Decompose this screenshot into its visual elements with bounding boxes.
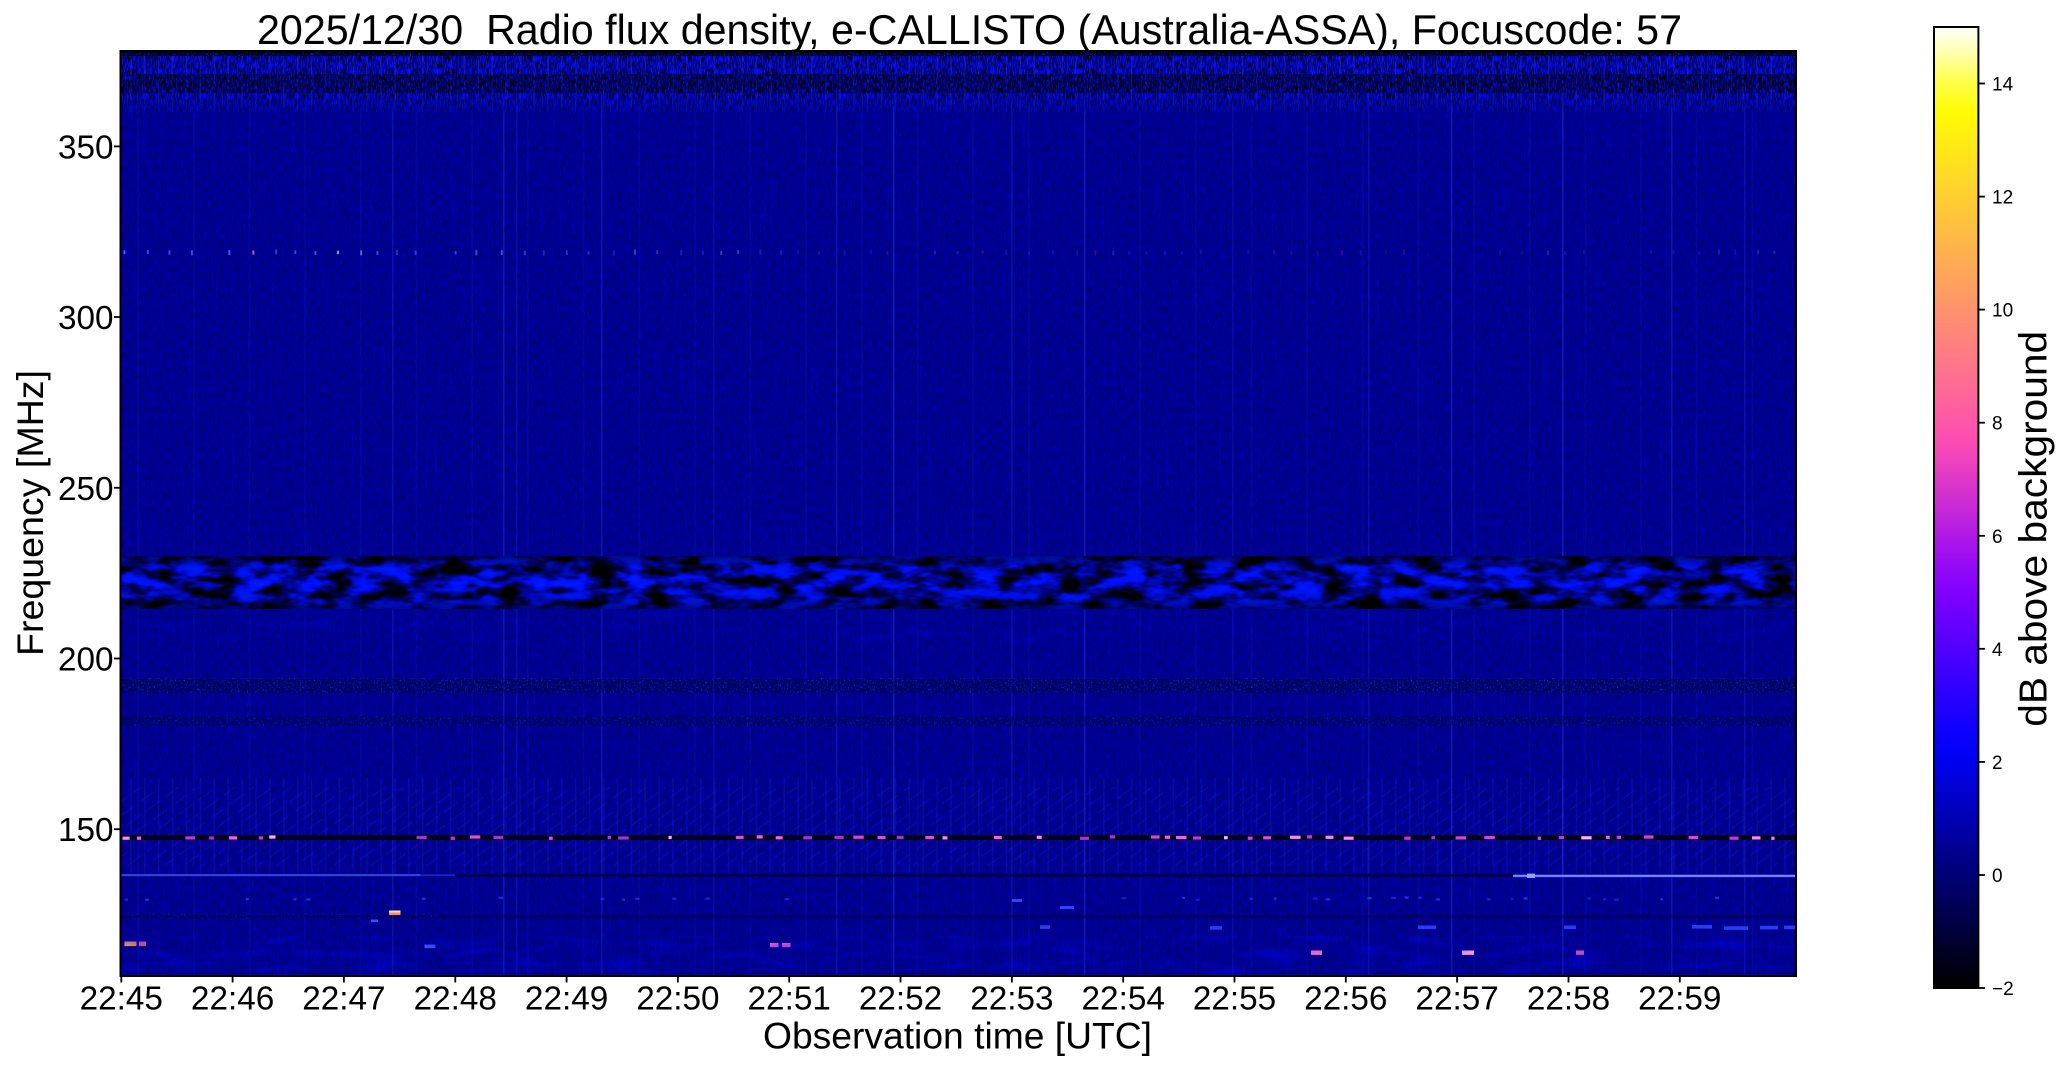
- svg-text:dB above background: dB above background: [2013, 331, 2056, 727]
- svg-text:8: 8: [1992, 414, 2003, 435]
- svg-text:22:58: 22:58: [1527, 981, 1610, 1018]
- svg-text:22:45: 22:45: [80, 981, 163, 1018]
- svg-text:12: 12: [1992, 188, 2013, 209]
- svg-text:22:50: 22:50: [636, 981, 719, 1018]
- svg-text:4: 4: [1992, 640, 2003, 661]
- svg-text:2025/12/30 Radio flux density: 2025/12/30 Radio flux density, e-CALLIST…: [257, 7, 1682, 53]
- svg-text:22:46: 22:46: [191, 981, 274, 1018]
- svg-text:6: 6: [1992, 527, 2003, 548]
- svg-text:22:48: 22:48: [414, 981, 497, 1018]
- svg-text:22:56: 22:56: [1304, 981, 1387, 1018]
- svg-text:22:53: 22:53: [970, 981, 1053, 1018]
- svg-text:0: 0: [1992, 866, 2003, 887]
- svg-text:22:47: 22:47: [302, 981, 385, 1018]
- svg-text:2: 2: [1992, 753, 2003, 774]
- svg-text:22:52: 22:52: [859, 981, 942, 1018]
- svg-text:22:54: 22:54: [1082, 981, 1165, 1018]
- svg-text:−2: −2: [1992, 979, 2014, 1000]
- svg-text:350: 350: [58, 129, 114, 166]
- svg-text:150: 150: [58, 812, 114, 849]
- svg-text:Observation time [UTC]: Observation time [UTC]: [763, 1015, 1152, 1057]
- svg-text:22:59: 22:59: [1638, 981, 1721, 1018]
- svg-text:22:51: 22:51: [748, 981, 831, 1018]
- svg-text:22:49: 22:49: [525, 981, 608, 1018]
- svg-text:250: 250: [58, 471, 114, 508]
- svg-text:Frequency [MHz]: Frequency [MHz]: [9, 370, 51, 656]
- svg-text:10: 10: [1992, 301, 2013, 322]
- svg-text:300: 300: [58, 300, 114, 337]
- svg-text:14: 14: [1992, 75, 2014, 96]
- svg-text:22:57: 22:57: [1415, 981, 1498, 1018]
- svg-text:200: 200: [58, 642, 114, 679]
- svg-text:22:55: 22:55: [1193, 981, 1276, 1018]
